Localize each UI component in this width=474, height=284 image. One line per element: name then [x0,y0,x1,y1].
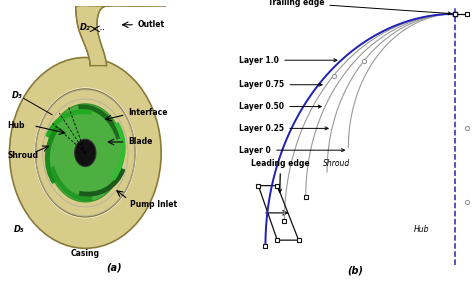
Ellipse shape [9,57,161,248]
Text: D₃: D₃ [12,91,22,100]
Ellipse shape [47,104,123,202]
Text: (a): (a) [106,263,121,273]
Text: Casing: Casing [71,249,100,258]
Text: D₂: D₂ [80,23,91,32]
Text: Trailing edge: Trailing edge [268,0,451,15]
Text: Shroud: Shroud [7,151,38,160]
Text: Shroud: Shroud [323,159,350,168]
Text: Layer 0.75: Layer 0.75 [239,80,322,89]
Text: Layer 0.50: Layer 0.50 [239,102,321,111]
Text: Hub: Hub [414,225,429,234]
Text: Pump Inlet: Pump Inlet [130,200,177,209]
Polygon shape [76,5,166,66]
Text: Outlet: Outlet [137,20,164,29]
Text: Layer 0.25: Layer 0.25 [239,124,328,133]
Text: (b): (b) [347,266,364,275]
Text: Leading edge: Leading edge [251,159,310,192]
Ellipse shape [36,89,135,217]
Ellipse shape [34,87,136,218]
Text: Interface: Interface [128,108,167,116]
Text: Layer 1.0: Layer 1.0 [239,56,337,65]
Text: Layer 0: Layer 0 [239,146,345,155]
Text: D₅: D₅ [14,225,25,234]
Text: Blade: Blade [128,137,152,147]
Ellipse shape [75,139,96,166]
Text: Hub: Hub [7,121,25,130]
